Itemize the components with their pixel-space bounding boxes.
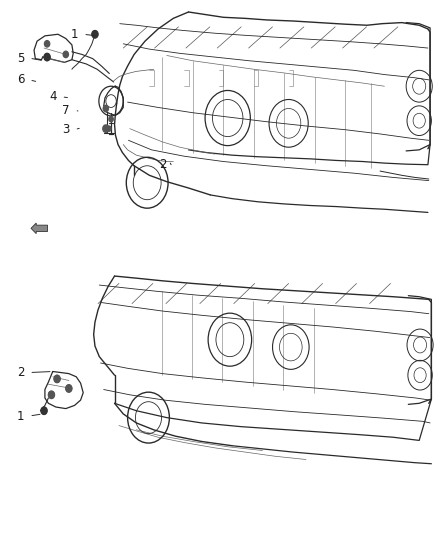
Text: 2: 2 — [17, 366, 24, 379]
Circle shape — [63, 51, 68, 58]
Circle shape — [103, 106, 109, 112]
Circle shape — [103, 125, 109, 132]
Circle shape — [48, 391, 54, 399]
Polygon shape — [31, 223, 47, 233]
Text: 2: 2 — [159, 158, 166, 171]
Circle shape — [92, 30, 98, 38]
Circle shape — [45, 41, 49, 47]
Text: 5: 5 — [17, 52, 24, 64]
Circle shape — [107, 126, 111, 131]
Text: 4: 4 — [49, 90, 57, 103]
Text: 7: 7 — [62, 103, 70, 117]
Circle shape — [44, 53, 50, 61]
Text: 1: 1 — [71, 28, 78, 41]
Circle shape — [54, 375, 60, 383]
Text: 6: 6 — [17, 74, 24, 86]
Circle shape — [109, 116, 113, 122]
Text: 3: 3 — [62, 123, 70, 136]
Circle shape — [66, 385, 72, 392]
Circle shape — [41, 407, 47, 415]
Text: 1: 1 — [17, 409, 24, 423]
